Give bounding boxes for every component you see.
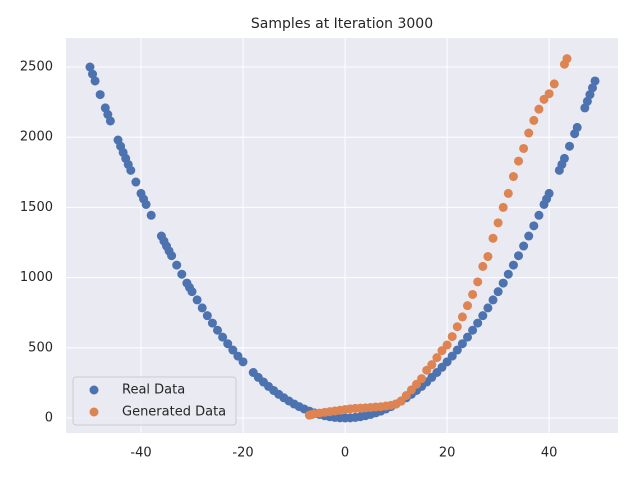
point	[95, 90, 105, 100]
point	[457, 339, 467, 349]
legend-marker	[89, 407, 99, 417]
point	[562, 54, 572, 64]
point	[126, 165, 136, 175]
point	[447, 351, 457, 361]
point	[508, 260, 518, 270]
point	[559, 153, 569, 163]
legend-label: Real Data	[122, 383, 185, 398]
point	[483, 303, 493, 313]
point	[192, 295, 202, 305]
point	[544, 188, 554, 198]
point	[478, 261, 488, 271]
y-tick-label: 500	[28, 340, 53, 355]
point	[503, 269, 513, 279]
point	[534, 210, 544, 220]
point	[473, 277, 483, 287]
y-tick-label: 1500	[20, 200, 53, 215]
point	[529, 115, 539, 125]
point	[452, 345, 462, 355]
point	[572, 122, 582, 132]
point	[218, 332, 228, 342]
chart-title: Samples at Iteration 3000	[251, 16, 433, 32]
point	[468, 289, 478, 299]
x-tick-label: -40	[130, 446, 151, 461]
point	[417, 374, 427, 384]
y-tick-label: 2500	[20, 60, 53, 75]
point	[473, 318, 483, 328]
point	[105, 116, 115, 126]
point	[514, 251, 524, 261]
point	[223, 339, 233, 349]
point	[587, 83, 597, 93]
point	[503, 188, 513, 198]
point	[141, 199, 151, 209]
point	[498, 202, 508, 212]
point	[463, 332, 473, 342]
point	[197, 303, 207, 313]
point	[488, 295, 498, 305]
point	[529, 221, 539, 231]
legend-box	[72, 376, 237, 426]
x-tick-label: 0	[341, 446, 349, 461]
point	[519, 241, 529, 251]
point	[427, 360, 437, 370]
plot-area	[66, 38, 618, 433]
point	[146, 210, 156, 220]
point	[447, 332, 457, 342]
y-tick-label: 0	[45, 410, 53, 425]
point	[549, 79, 559, 89]
point	[187, 287, 197, 297]
point	[177, 269, 187, 279]
x-tick-label: 20	[439, 446, 456, 461]
x-tick-label: 40	[541, 446, 558, 461]
y-tick-label: 1000	[20, 270, 53, 285]
point	[493, 287, 503, 297]
point	[565, 141, 575, 151]
legend: Real Data Generated Data	[72, 376, 237, 426]
point	[213, 325, 223, 335]
point	[488, 233, 498, 243]
point	[544, 89, 554, 99]
y-tick-label: 2000	[20, 130, 53, 145]
point	[238, 357, 248, 367]
point	[463, 301, 473, 311]
point	[207, 318, 217, 328]
point	[233, 351, 243, 361]
point	[498, 278, 508, 288]
point	[202, 311, 212, 321]
point	[478, 311, 488, 321]
points	[85, 54, 600, 423]
point	[88, 69, 98, 79]
legend-label: Generated Data	[122, 405, 226, 420]
point	[534, 104, 544, 114]
point	[228, 345, 238, 355]
point	[131, 177, 141, 187]
point	[167, 251, 177, 261]
point	[85, 62, 95, 72]
point	[483, 252, 493, 262]
point	[452, 322, 462, 332]
point	[442, 357, 452, 367]
point	[519, 143, 529, 153]
legend-marker	[89, 385, 99, 395]
point	[508, 172, 518, 182]
point	[493, 218, 503, 228]
point	[457, 312, 467, 322]
point	[524, 128, 534, 138]
point	[90, 76, 100, 86]
point	[432, 353, 442, 363]
point	[442, 340, 452, 350]
point	[524, 231, 534, 241]
point	[468, 325, 478, 335]
x-tick-label: -20	[232, 446, 253, 461]
point	[514, 156, 524, 166]
point	[590, 76, 600, 86]
point	[172, 260, 182, 270]
